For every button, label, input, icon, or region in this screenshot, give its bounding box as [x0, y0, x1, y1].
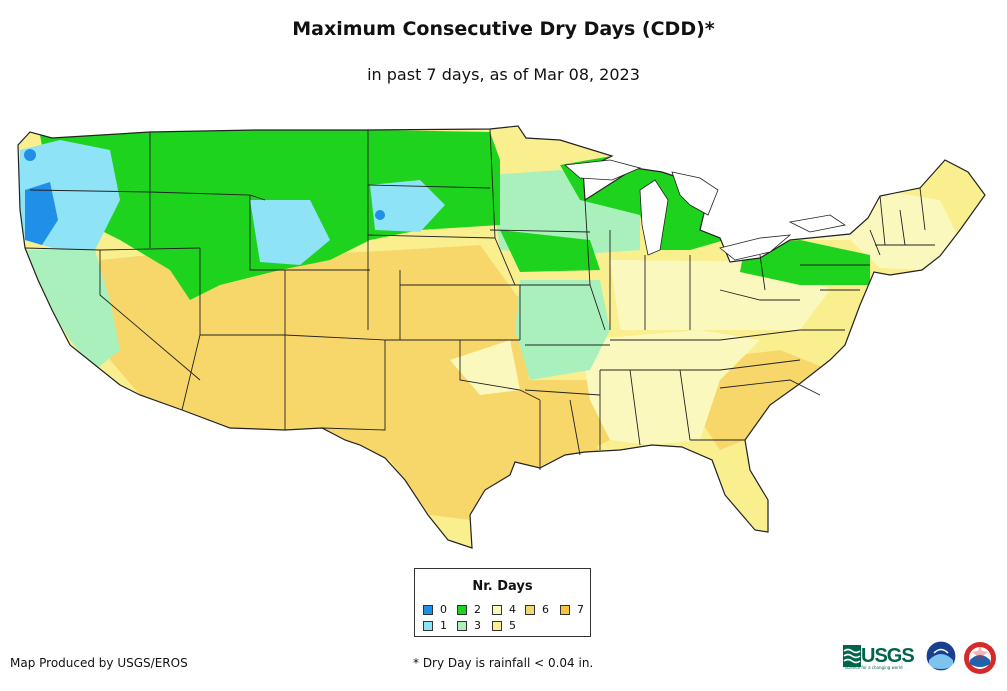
nws-logo — [964, 642, 996, 674]
state-boundaries — [17, 125, 986, 549]
great-lakes — [564, 159, 847, 261]
legend-label-4: 4 — [509, 603, 516, 616]
legend-label-1: 1 — [440, 619, 447, 632]
legend-label-3: 3 — [474, 619, 481, 632]
cdd-color-fill — [18, 126, 985, 548]
legend-label-2: 2 — [474, 603, 481, 616]
legend-swatch-1 — [423, 621, 433, 631]
map-subtitle: in past 7 days, as of Mar 08, 2023 — [367, 65, 640, 84]
usgs-logo: USGS science for a changing world — [843, 645, 915, 670]
legend-swatch-3 — [457, 621, 467, 631]
producer-credit: Map Produced by USGS/EROS — [10, 656, 188, 670]
noaa-logo — [925, 640, 957, 672]
legend-label-5: 5 — [509, 619, 516, 632]
map-title: Maximum Consecutive Dry Days (CDD)* — [292, 18, 715, 40]
legend-swatch-6 — [525, 605, 535, 615]
legend-swatch-0 — [423, 605, 433, 615]
legend-swatch-4 — [492, 605, 502, 615]
legend-label-0: 0 — [440, 603, 447, 616]
legend-swatch-7 — [560, 605, 570, 615]
dry-day-footnote: * Dry Day is rainfall < 0.04 in. — [413, 656, 594, 670]
legend-swatch-2 — [457, 605, 467, 615]
legend-label-6: 6 — [542, 603, 549, 616]
legend-title: Nr. Days — [472, 579, 533, 594]
legend: Nr. Days 0 1 2 3 4 5 6 7 — [414, 568, 591, 637]
legend-swatch-5 — [492, 621, 502, 631]
legend-label-7: 7 — [577, 603, 584, 616]
